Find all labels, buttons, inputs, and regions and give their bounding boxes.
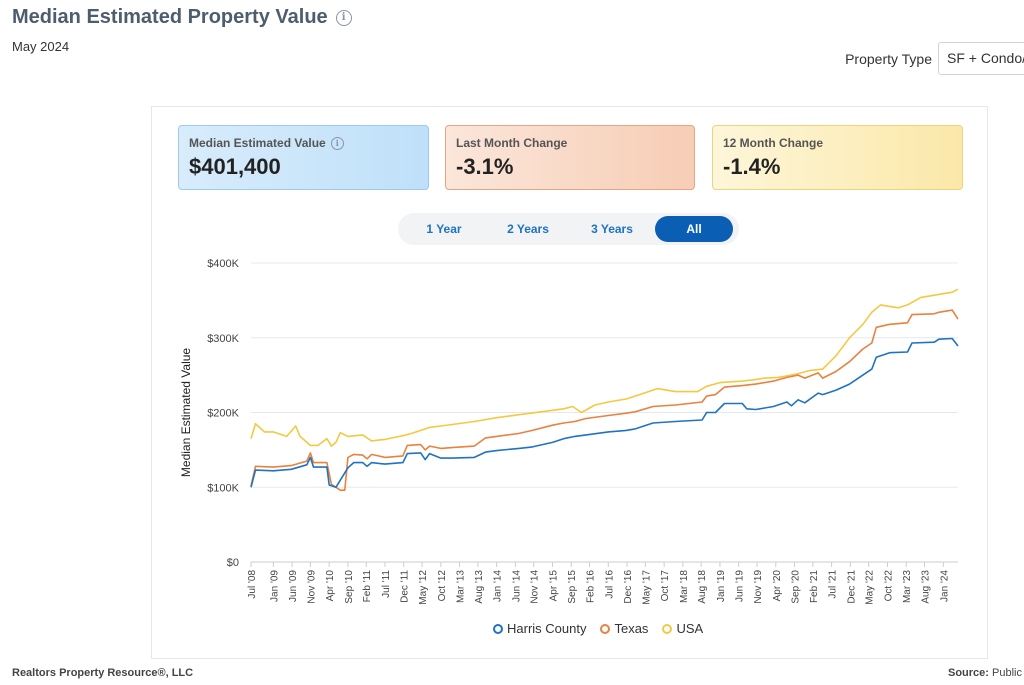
card-median-value-amount: $401,400 — [189, 154, 281, 179]
footer-source: Source: Public — [948, 667, 1022, 679]
x-tick-label: Jul '21 — [828, 570, 839, 599]
y-axis-title: Median Estimated Value — [179, 348, 193, 478]
x-tick-label: Sep '20 — [791, 570, 802, 604]
x-tick-label: Feb '11 — [362, 570, 373, 603]
page-title-text: Median Estimated Property Value — [12, 6, 328, 28]
x-tick-label: May '17 — [641, 570, 652, 605]
x-tick-label: Aug '13 — [474, 570, 485, 604]
x-tick-label: Sep '10 — [344, 570, 355, 604]
card-12-month-change-value: -1.4% — [723, 154, 781, 179]
card-12-month-change: 12 Month Change -1.4% — [712, 125, 963, 190]
footer-company: Realtors Property Resource®, LLC — [12, 667, 194, 679]
card-last-month-change: Last Month Change -3.1% — [445, 125, 695, 190]
range-1-year-button[interactable]: 1 Year — [426, 222, 462, 236]
card-median-value-label: Median Estimated Value — [189, 136, 326, 150]
line-chart: $0 $100K $200K $300K $400K Median Estimated V… — [179, 258, 959, 605]
y-tick-label: $400K — [207, 258, 239, 270]
property-type-label: Property Type — [845, 50, 932, 67]
card-last-month-change-label: Last Month Change — [456, 136, 568, 150]
legend-swatch-texas — [600, 623, 611, 634]
x-tick-label: Nov '19 — [753, 570, 764, 604]
x-tick-label: Dec '16 — [623, 570, 634, 604]
x-tick-label: Feb '21 — [809, 570, 820, 603]
x-tick-label: Oct '12 — [437, 570, 448, 602]
property-type-filter: Property Type SF + Condo/Townhouse — [845, 42, 1024, 75]
legend-item-usa[interactable]: USA — [662, 621, 703, 636]
card-12-month-change-label: 12 Month Change — [723, 136, 824, 150]
x-tick-label: Mar '18 — [679, 570, 690, 603]
legend-swatch-harris-county — [493, 623, 503, 634]
legend-item-harris-county[interactable]: Harris County — [493, 621, 586, 636]
x-tick-label: Jan '14 — [493, 570, 504, 602]
legend-label-usa: USA — [676, 621, 704, 636]
y-tick-label: $0 — [227, 557, 239, 569]
x-tick-label: Oct '22 — [883, 570, 894, 602]
x-tick-label: Nov '14 — [530, 570, 541, 604]
x-tick-label: Apr '10 — [325, 570, 336, 602]
x-tick-label: Jul '11 — [381, 570, 392, 598]
legend-swatch-usa — [662, 623, 673, 634]
card-median-value: Median Estimated Value i $401,400 — [178, 125, 429, 190]
legend-label-texas: Texas — [614, 621, 649, 636]
series-line-texas — [250, 309, 959, 492]
x-tick-label: Jul '08 — [247, 570, 258, 599]
info-icon[interactable]: i — [335, 9, 352, 26]
x-tick-label: Oct '17 — [660, 570, 671, 602]
legend-label-harris-county: Harris County — [507, 621, 587, 636]
x-tick-label: May '22 — [865, 570, 876, 605]
x-tick-label: Apr '20 — [772, 570, 783, 602]
x-tick-label: May '12 — [418, 570, 429, 605]
x-tick-label: Aug '23 — [921, 570, 932, 604]
card-last-month-change-value: -3.1% — [456, 154, 514, 179]
range-all-button[interactable]: All — [655, 216, 733, 242]
property-type-select[interactable]: SF + Condo/Townhouse — [938, 42, 1024, 75]
series-line-usa — [250, 288, 959, 447]
x-tick-label: Dec '11 — [400, 570, 411, 603]
x-tick-label: Jun '14 — [511, 570, 522, 602]
y-tick-label: $100K — [207, 482, 239, 494]
x-tick-label: Jan '09 — [269, 570, 280, 602]
x-tick-label: Mar '13 — [456, 570, 467, 603]
x-tick-label: Jun '19 — [735, 570, 746, 602]
legend-item-texas[interactable]: Texas — [600, 621, 648, 636]
series-line-harris-county — [250, 337, 959, 489]
page-title: Median Estimated Property Value i — [12, 6, 352, 29]
x-tick-label: Jan '19 — [716, 570, 727, 602]
x-tick-label: Jul '16 — [604, 570, 615, 599]
card-median-value-label-row: Median Estimated Value i — [189, 136, 418, 150]
time-range-selector: 1 Year 2 Years 3 Years All — [398, 213, 739, 245]
y-tick-label: $300K — [207, 333, 239, 345]
x-tick-label: Nov '09 — [306, 570, 317, 604]
x-tick-label: Sep '15 — [567, 570, 578, 604]
x-tick-label: Apr '15 — [548, 570, 559, 602]
x-tick-label: Feb '16 — [586, 570, 597, 603]
chart-legend: Harris County Texas USA — [493, 621, 703, 636]
x-tick-label: Jan '24 — [939, 570, 950, 602]
info-icon[interactable]: i — [330, 136, 344, 150]
x-tick-label: Aug '18 — [697, 570, 708, 604]
y-tick-label: $200K — [207, 408, 239, 420]
x-tick-label: Dec '21 — [846, 570, 857, 604]
x-tick-label: Mar '23 — [902, 570, 913, 603]
footer-source-label: Source: — [948, 667, 989, 679]
x-tick-label: Jun '09 — [288, 570, 299, 602]
footer-source-value: Public — [992, 667, 1022, 679]
chart-panel: Median Estimated Value i $401,400 Last M… — [151, 106, 988, 659]
range-3-years-button[interactable]: 3 Years — [591, 222, 633, 236]
report-date: May 2024 — [12, 39, 70, 54]
range-2-years-button[interactable]: 2 Years — [507, 222, 549, 236]
